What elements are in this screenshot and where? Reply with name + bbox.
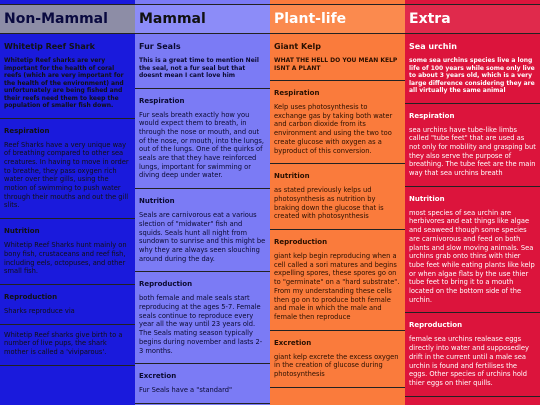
section-heading: Respiration <box>139 96 185 105</box>
section-heading: Respiration <box>409 111 455 120</box>
column-title: Plant-life <box>270 4 405 34</box>
section-heading: Excretion <box>274 338 312 347</box>
section-text: giant kelp excrete the excess oxygen in … <box>274 352 399 379</box>
column-title: Non-Mammal <box>0 4 135 34</box>
section-heading: Nutrition <box>274 172 310 181</box>
divider <box>270 80 405 81</box>
divider <box>135 363 270 365</box>
column-title: Extra <box>405 4 540 34</box>
section-text: sea urchins have tube-like limbs called … <box>409 125 536 178</box>
column-title: Mammal <box>135 4 270 34</box>
divider <box>135 87 270 89</box>
section-heading: Reproduction <box>274 238 328 247</box>
subtitle: Giant Kelp <box>274 42 321 51</box>
section-text: Whitetip Reef Sharks hunt mainly on bony… <box>4 241 127 276</box>
column: Non-Mammal Whitetip Reef Shark Whitetip Re… <box>0 0 135 405</box>
divider <box>270 386 405 388</box>
divider <box>0 117 135 119</box>
subtitle: Sea urchin <box>409 42 457 51</box>
section-heading: Reproduction <box>409 321 463 330</box>
column: Plant-life Giant Kelp WHAT THE HELL DO YOU… <box>270 0 405 405</box>
section-heading: Respiration <box>274 89 320 97</box>
divider <box>405 102 540 104</box>
section-text: as stated previously kelps ud photosynth… <box>274 186 384 221</box>
section-text: Sharks reproduce via <box>4 306 75 315</box>
section-heading: Excretion <box>139 372 177 381</box>
divider <box>405 312 540 314</box>
divider <box>0 283 135 285</box>
subtitle: Whitetip Reef Shark <box>4 42 95 51</box>
divider <box>270 163 405 165</box>
section-text: Whitetip Reef sharks give birth to a num… <box>4 330 123 357</box>
section-text: giant kelp begin reproducing when a cell… <box>274 252 400 321</box>
intro: This is a great time to mention Neil the… <box>139 57 259 79</box>
column: Mammal Fur Seals This is a great time to m… <box>135 0 270 405</box>
divider <box>270 229 405 231</box>
divider <box>0 323 135 325</box>
section-heading: Respiration <box>4 126 50 135</box>
section-heading: Nutrition <box>4 227 40 236</box>
divider <box>0 218 135 220</box>
section-heading: Nutrition <box>139 197 175 206</box>
subtitle: Fur Seals <box>139 42 181 51</box>
section-text: most species of sea urchin are herbivore… <box>409 208 535 304</box>
divider <box>270 329 405 331</box>
section-heading: Reproduction <box>4 292 58 301</box>
section-heading: Nutrition <box>409 194 445 203</box>
section-heading: Reproduction <box>139 280 193 289</box>
intro: Whitetip Reef sharks are very important … <box>4 57 124 109</box>
intro: WHAT THE HELL DO YOU MEAN KELP ISNT A PL… <box>274 57 398 72</box>
section-text: both female and male seals start reprodu… <box>139 294 263 355</box>
divider <box>405 395 540 397</box>
section-text: Kelp uses photosynthesis to exchange gas… <box>274 103 393 155</box>
section-text: female sea urchins realease eggs directl… <box>409 335 529 387</box>
intro: some sea urchins species live a long lif… <box>409 57 535 94</box>
column: Extra Sea urchin some sea urchins species … <box>405 0 540 405</box>
divider <box>135 402 270 404</box>
divider <box>135 271 270 273</box>
divider <box>405 185 540 187</box>
divider <box>0 364 135 366</box>
section-text: Seals are carnivorous eat a various slec… <box>139 211 266 263</box>
section-text: Fur Seals have a "standard" <box>139 386 233 395</box>
section-text: Fur seals breath exactly how you would e… <box>139 110 265 180</box>
section-text: Reef Sharks have a very unique way of br… <box>4 140 129 210</box>
divider <box>135 188 270 190</box>
